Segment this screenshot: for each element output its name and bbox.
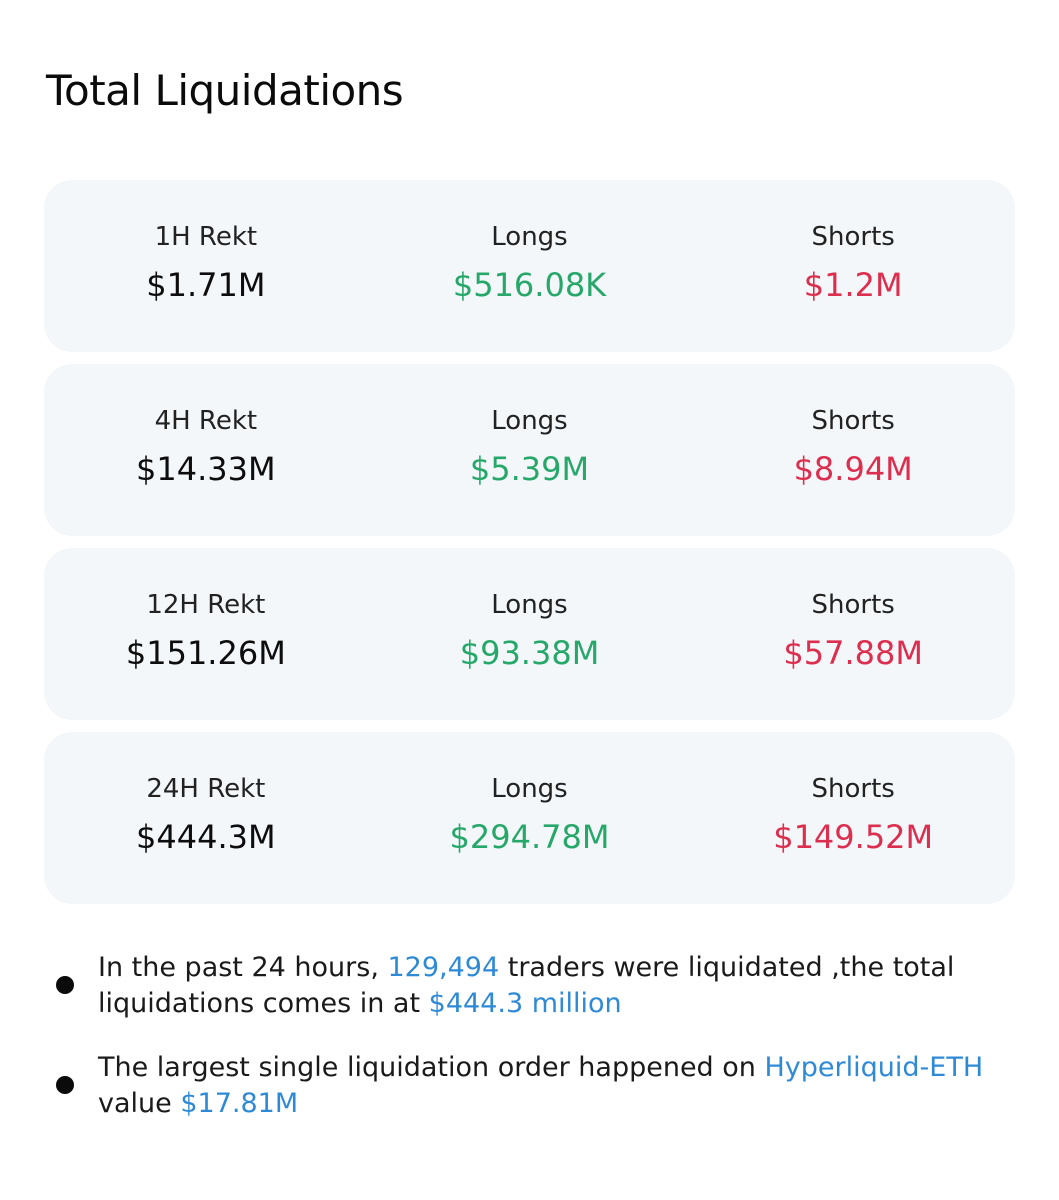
shorts-column: Shorts $1.2M [691,180,1015,352]
bullet-icon [56,976,74,994]
traders-count[interactable]: 129,494 [387,952,500,983]
total-liquidation-amount[interactable]: $444.3 million [428,988,622,1019]
longs-label: Longs [491,590,568,620]
rekt-value: $444.3M [136,818,276,856]
longs-label: Longs [491,222,568,252]
longs-value: $294.78M [449,818,610,856]
longs-value: $93.38M [459,634,600,672]
longs-value: $516.08K [452,266,607,304]
longs-column: Longs $516.08K [368,180,692,352]
rekt-column: 4H Rekt $14.33M [44,364,368,536]
rekt-column: 24H Rekt $444.3M [44,732,368,904]
shorts-value: $8.94M [793,450,913,488]
note-text: value [98,1088,181,1119]
rekt-label: 24H Rekt [146,774,266,804]
note-text: The largest single liquidation order hap… [98,1052,765,1083]
shorts-column: Shorts $57.88M [691,548,1015,720]
liquidation-card-12h: 12H Rekt $151.26M Longs $93.38M Shorts $… [44,548,1015,720]
shorts-label: Shorts [811,590,895,620]
liquidation-card-4h: 4H Rekt $14.33M Longs $5.39M Shorts $8.9… [44,364,1015,536]
rekt-label: 12H Rekt [146,590,266,620]
rekt-column: 12H Rekt $151.26M [44,548,368,720]
longs-column: Longs $5.39M [368,364,692,536]
shorts-value: $57.88M [783,634,923,672]
summary-notes: In the past 24 hours, 129,494 traders we… [54,950,1014,1150]
liquidation-card-1h: 1H Rekt $1.71M Longs $516.08K Shorts $1.… [44,180,1015,352]
note-text: traders were liquidated ,the total liqui… [98,952,955,1019]
longs-column: Longs $294.78M [368,732,692,904]
liquidation-card-24h: 24H Rekt $444.3M Longs $294.78M Shorts $… [44,732,1015,904]
shorts-column: Shorts $149.52M [691,732,1015,904]
note-text: In the past 24 hours, [98,952,388,983]
rekt-value: $14.33M [136,450,276,488]
rekt-label: 1H Rekt [154,222,258,252]
longs-label: Longs [491,406,568,436]
longs-column: Longs $93.38M [368,548,692,720]
shorts-label: Shorts [811,774,895,804]
longs-label: Longs [491,774,568,804]
largest-order-market-link[interactable]: Hyperliquid-ETH [764,1052,984,1083]
shorts-value: $149.52M [773,818,934,856]
shorts-value: $1.2M [803,266,903,304]
longs-value: $5.39M [469,450,590,488]
rekt-label: 4H Rekt [154,406,258,436]
bullet-icon [56,1076,74,1094]
rekt-value: $1.71M [146,266,266,304]
page-title: Total Liquidations [46,66,404,115]
note-traders-liquidated: In the past 24 hours, 129,494 traders we… [54,950,1014,1022]
rekt-column: 1H Rekt $1.71M [44,180,368,352]
largest-order-value[interactable]: $17.81M [180,1088,299,1119]
shorts-label: Shorts [811,406,895,436]
liquidation-cards: 1H Rekt $1.71M Longs $516.08K Shorts $1.… [44,180,1015,916]
note-largest-order: The largest single liquidation order hap… [54,1050,1014,1122]
shorts-column: Shorts $8.94M [691,364,1015,536]
shorts-label: Shorts [811,222,895,252]
rekt-value: $151.26M [125,634,286,672]
